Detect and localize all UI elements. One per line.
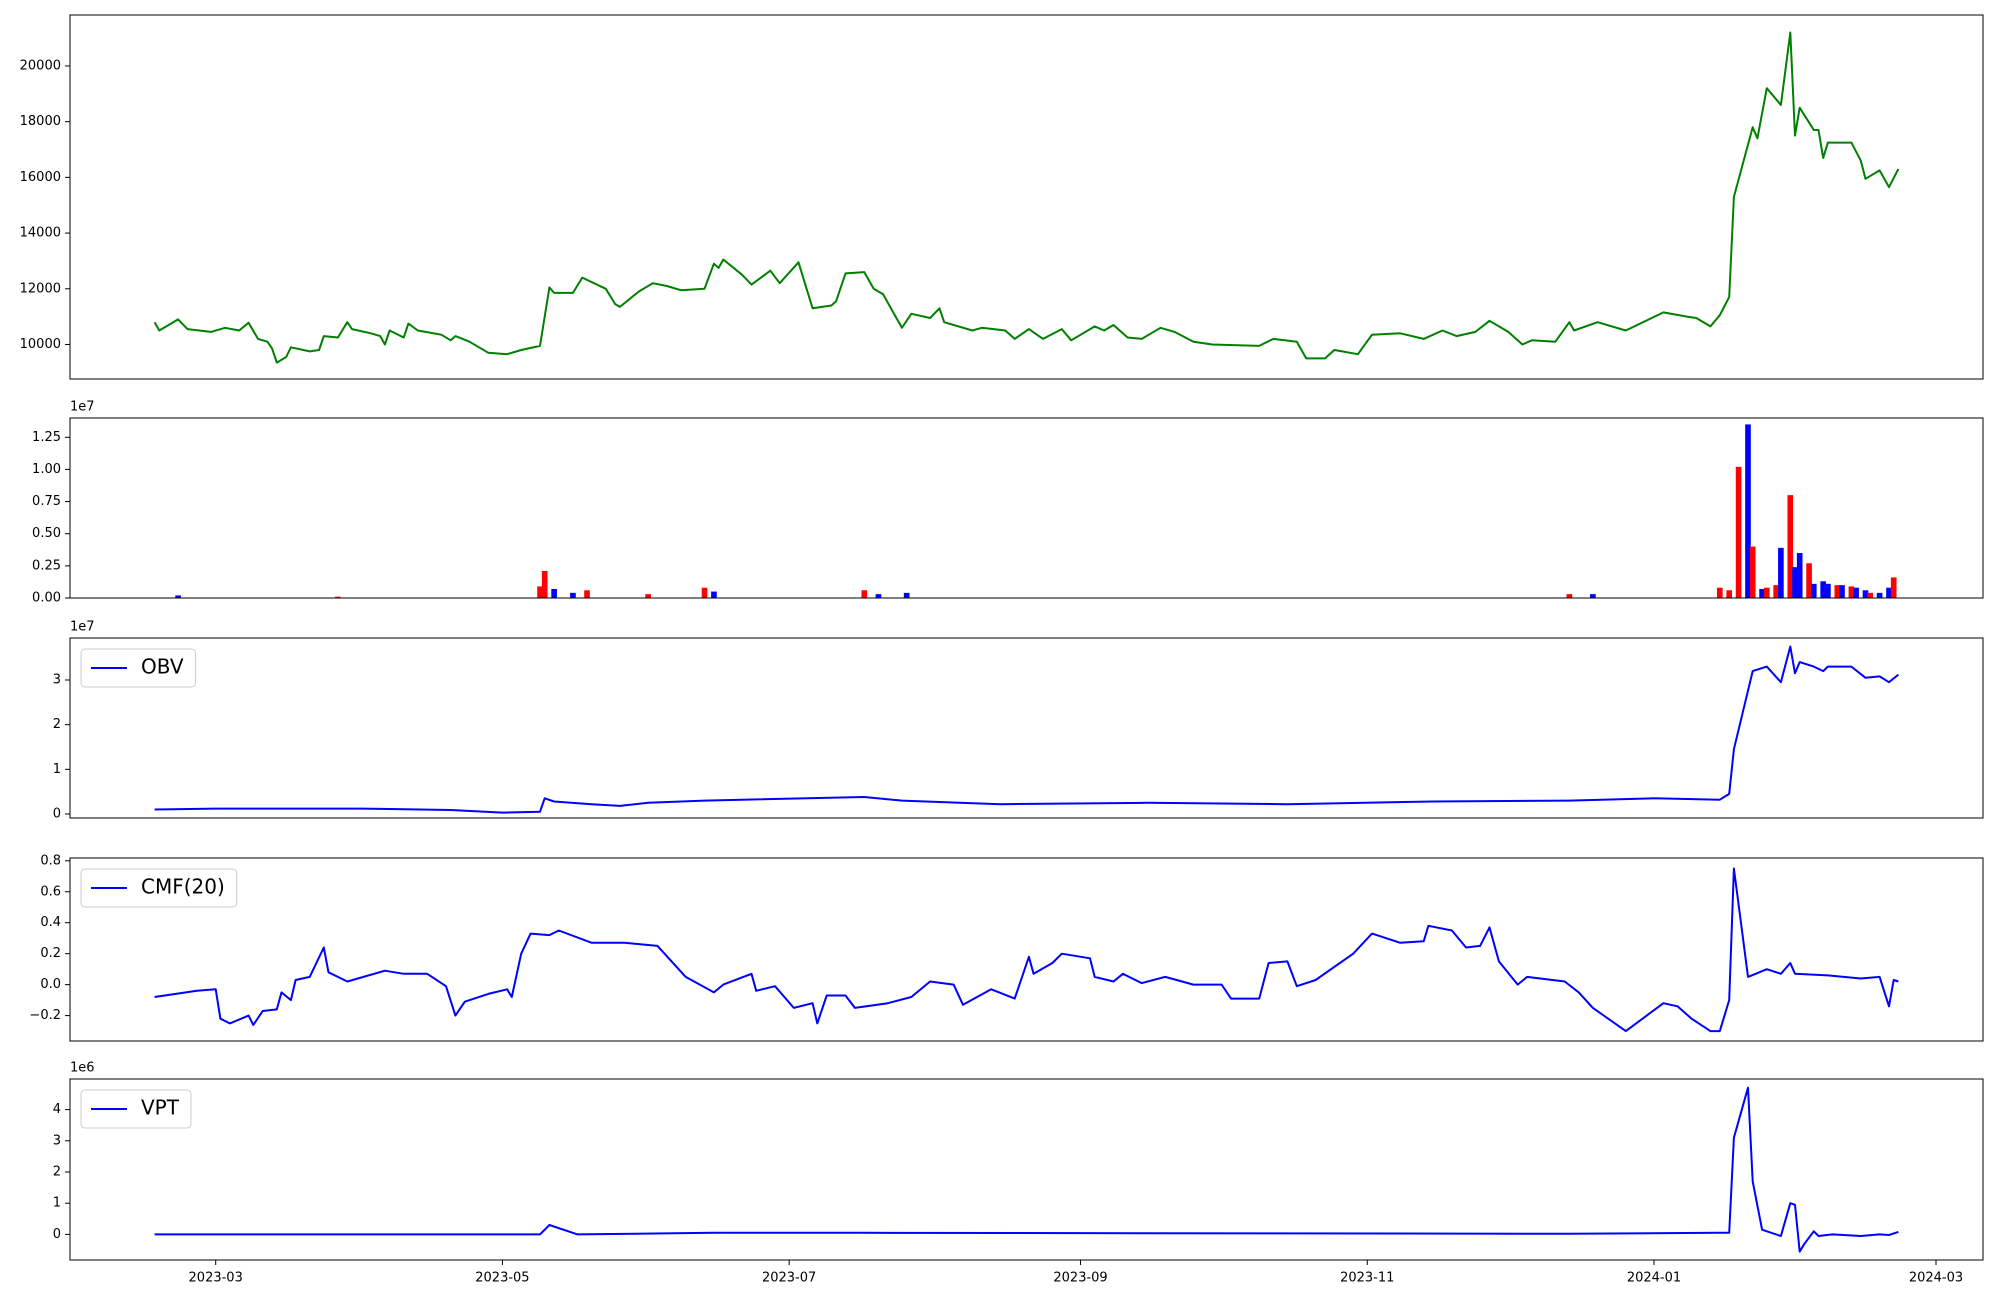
x-tick-label: 2023-09	[1053, 1271, 1107, 1286]
x-tick-label: 2023-03	[189, 1271, 243, 1286]
volume-bar	[1749, 546, 1756, 598]
volume-bar	[1825, 583, 1831, 598]
volume-bar	[570, 592, 576, 598]
line	[153, 31, 1900, 364]
y-tick-label: 0	[53, 806, 61, 821]
volume-bar	[1890, 577, 1897, 598]
y-tick-label: 2	[53, 1164, 61, 1179]
volume-bar	[1566, 594, 1573, 598]
volume-bar	[903, 592, 910, 598]
y-tick-label: 18000	[20, 114, 61, 129]
volume-bar	[1886, 587, 1892, 598]
y-tick-label: −0.2	[29, 1008, 61, 1023]
y-tick-label: 12000	[20, 281, 61, 296]
volume-bar	[1848, 586, 1855, 598]
y-tick-label: 0	[53, 1227, 61, 1242]
volume-bar	[1590, 594, 1596, 598]
volume-bar	[701, 587, 708, 598]
y-tick-label: 2	[53, 717, 61, 732]
volume-bar	[541, 571, 548, 598]
line	[154, 645, 1900, 814]
y-tick-label: 4	[53, 1102, 61, 1117]
volume-bar	[335, 596, 341, 598]
x-tick-label: 2024-01	[1627, 1271, 1681, 1286]
y-tick-label: 0.0	[40, 977, 61, 992]
volume-bar	[1834, 585, 1841, 598]
y-tick-label: 1.00	[32, 462, 61, 477]
volume-bar	[1778, 547, 1784, 598]
y-tick-label: 20000	[20, 58, 61, 73]
volume-bar	[175, 595, 181, 598]
y-tick-label: 3	[53, 1133, 61, 1148]
y-tick-label: 0.8	[40, 853, 61, 868]
y-tick-label: 0.6	[40, 884, 61, 899]
volume-bar	[584, 590, 590, 598]
axes-frame	[69, 417, 1984, 599]
volume-bar	[1806, 563, 1812, 598]
volume-bar	[1810, 583, 1817, 598]
volume-bar	[861, 590, 868, 598]
y-tick-label: 16000	[20, 170, 61, 185]
y-tick-label: 1.25	[32, 430, 61, 445]
axes-frame	[69, 857, 1984, 1042]
y-tick-label: 0.50	[32, 526, 61, 541]
volume-bar	[1796, 553, 1803, 598]
axes-frame	[69, 1078, 1984, 1261]
y-tick-label: 0.75	[32, 494, 61, 509]
volume-bar	[1853, 587, 1859, 598]
x-tick-label: 2023-11	[1340, 1271, 1394, 1286]
axes-frame	[69, 14, 1984, 380]
volume-bar	[1773, 585, 1780, 598]
volume-bar	[645, 594, 651, 598]
volume-bar	[1820, 581, 1827, 598]
y-tick-label: 0.4	[40, 915, 61, 930]
legend-box	[80, 1089, 192, 1129]
legend-label: VPT	[141, 1096, 180, 1120]
y-tick-label: 0.25	[32, 558, 61, 573]
y-tick-label: 0.00	[32, 591, 61, 606]
line	[154, 1086, 1899, 1253]
volume-bar	[1787, 495, 1794, 598]
volume-bar	[875, 594, 882, 598]
y-tick-label: 0.2	[40, 946, 61, 961]
volume-bar	[1763, 587, 1770, 598]
legend-label: OBV	[141, 655, 184, 679]
x-tick-label: 2023-07	[762, 1271, 816, 1286]
volume-bar	[551, 589, 557, 598]
y-tick-label: 1	[53, 762, 61, 777]
axis-offset: 1e7	[70, 620, 95, 635]
axis-offset: 1e6	[70, 1061, 95, 1076]
axes-frame	[69, 637, 1984, 819]
volume-bar	[1735, 466, 1742, 598]
volume-bar	[1745, 424, 1751, 598]
x-tick-label: 2024-03	[1909, 1271, 1963, 1286]
volume-bar	[1792, 567, 1798, 598]
axis-offset: 1e7	[70, 400, 95, 415]
volume-bar	[1839, 585, 1845, 598]
volume-bar	[537, 586, 543, 598]
volume-bar	[711, 591, 717, 598]
y-tick-label: 10000	[20, 337, 61, 352]
volume-bar	[1716, 587, 1723, 598]
volume-bar	[1726, 590, 1733, 598]
volume-bar	[1867, 592, 1874, 598]
volume-bar	[1862, 590, 1869, 598]
legend-label: CMF(20)	[141, 875, 225, 899]
y-tick-label: 3	[53, 672, 61, 687]
x-tick-label: 2023-05	[475, 1271, 529, 1286]
y-tick-label: 1	[53, 1196, 61, 1211]
line	[154, 867, 1899, 1033]
volume-bar	[1876, 592, 1883, 598]
legend-box	[80, 868, 238, 908]
volume-bar	[1759, 589, 1765, 598]
legend-box	[80, 648, 197, 688]
y-tick-label: 14000	[20, 226, 61, 241]
